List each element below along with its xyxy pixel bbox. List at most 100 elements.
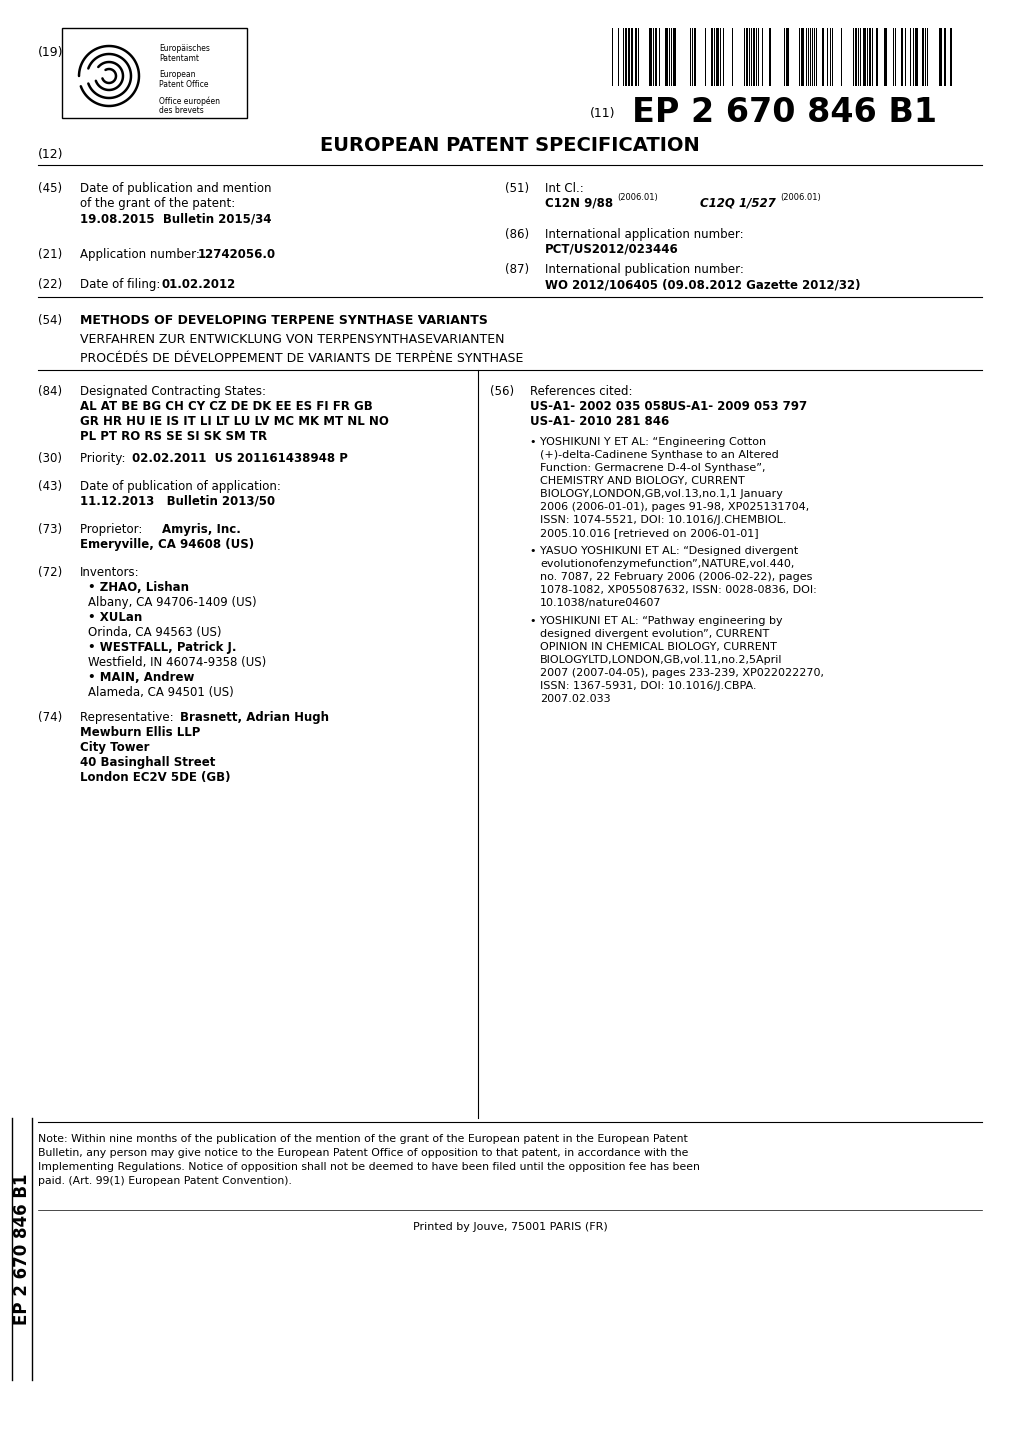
Bar bbox=[914, 27, 917, 87]
Text: evolutionofenzymefunction”,NATURE,vol.440,: evolutionofenzymefunction”,NATURE,vol.44… bbox=[539, 559, 794, 570]
Text: (19): (19) bbox=[38, 46, 63, 59]
Text: VERFAHREN ZUR ENTWICKLUNG VON TERPENSYNTHASEVARIANTEN: VERFAHREN ZUR ENTWICKLUNG VON TERPENSYNT… bbox=[79, 333, 504, 346]
Text: • ZHAO, Lishan: • ZHAO, Lishan bbox=[88, 581, 189, 594]
Text: 01.02.2012: 01.02.2012 bbox=[162, 278, 236, 291]
Text: (2006.01): (2006.01) bbox=[616, 193, 657, 202]
Text: (86): (86) bbox=[504, 228, 529, 241]
Bar bbox=[883, 27, 887, 87]
Bar bbox=[875, 27, 877, 87]
Text: paid. (Art. 99(1) European Patent Convention).: paid. (Art. 99(1) European Patent Conven… bbox=[38, 1177, 291, 1185]
Text: (56): (56) bbox=[489, 385, 514, 398]
Text: (+)-delta-Cadinene Synthase to an Altered: (+)-delta-Cadinene Synthase to an Altere… bbox=[539, 450, 777, 460]
Text: designed divergent evolution”, CURRENT: designed divergent evolution”, CURRENT bbox=[539, 629, 768, 639]
Text: (21): (21) bbox=[38, 248, 62, 261]
Text: C12N 9/88: C12N 9/88 bbox=[544, 198, 612, 211]
Text: PCT/US2012/023446: PCT/US2012/023446 bbox=[544, 244, 678, 257]
Text: (51): (51) bbox=[504, 182, 529, 195]
Text: Patentamt: Patentamt bbox=[159, 53, 199, 63]
Text: Int Cl.:: Int Cl.: bbox=[544, 182, 583, 195]
Text: Amyris, Inc.: Amyris, Inc. bbox=[162, 523, 240, 536]
Text: Albany, CA 94706-1409 (US): Albany, CA 94706-1409 (US) bbox=[88, 596, 257, 609]
Bar bbox=[745, 27, 747, 87]
Text: BIOLOGYLTD,LONDON,GB,vol.11,no.2,5April: BIOLOGYLTD,LONDON,GB,vol.11,no.2,5April bbox=[539, 655, 782, 665]
Text: WO 2012/106405 (09.08.2012 Gazette 2012/32): WO 2012/106405 (09.08.2012 Gazette 2012/… bbox=[544, 278, 860, 291]
Text: 02.02.2011  US 201161438948 P: 02.02.2011 US 201161438948 P bbox=[127, 451, 347, 464]
Text: Implementing Regulations. Notice of opposition shall not be deemed to have been : Implementing Regulations. Notice of oppo… bbox=[38, 1162, 699, 1172]
Text: (2006.01): (2006.01) bbox=[780, 193, 820, 202]
Text: London EC2V 5DE (GB): London EC2V 5DE (GB) bbox=[79, 771, 230, 784]
Text: Date of filing:: Date of filing: bbox=[79, 278, 164, 291]
Text: Printed by Jouve, 75001 PARIS (FR): Printed by Jouve, 75001 PARIS (FR) bbox=[413, 1221, 606, 1231]
Bar bbox=[949, 27, 951, 87]
Text: AL AT BE BG CH CY CZ DE DK EE ES FI FR GB: AL AT BE BG CH CY CZ DE DK EE ES FI FR G… bbox=[79, 399, 372, 412]
Text: Bulletin, any person may give notice to the European Patent Office of opposition: Bulletin, any person may give notice to … bbox=[38, 1148, 688, 1158]
Text: (43): (43) bbox=[38, 480, 62, 493]
Text: Note: Within nine months of the publication of the mention of the grant of the E: Note: Within nine months of the publicat… bbox=[38, 1133, 687, 1144]
Text: EP 2 670 846 B1: EP 2 670 846 B1 bbox=[632, 97, 936, 128]
Text: 12742056.0: 12742056.0 bbox=[198, 248, 276, 261]
Text: Orinda, CA 94563 (US): Orinda, CA 94563 (US) bbox=[88, 626, 221, 639]
Text: Alameda, CA 94501 (US): Alameda, CA 94501 (US) bbox=[88, 686, 233, 699]
Bar bbox=[900, 27, 902, 87]
Text: (30): (30) bbox=[38, 451, 62, 464]
Bar bbox=[654, 27, 656, 87]
Text: • MAIN, Andrew: • MAIN, Andrew bbox=[88, 671, 195, 684]
Text: (73): (73) bbox=[38, 523, 62, 536]
Text: C12Q 1/527: C12Q 1/527 bbox=[699, 198, 775, 211]
Text: Designated Contracting States:: Designated Contracting States: bbox=[79, 385, 266, 398]
Text: PL PT RO RS SE SI SK SM TR: PL PT RO RS SE SI SK SM TR bbox=[79, 430, 267, 443]
Text: International application number:: International application number: bbox=[544, 228, 743, 241]
Text: Europäisches: Europäisches bbox=[159, 45, 210, 53]
Text: (45): (45) bbox=[38, 182, 62, 195]
Bar bbox=[628, 27, 630, 87]
Text: Function: Germacrene D-4-ol Synthase”,: Function: Germacrene D-4-ol Synthase”, bbox=[539, 463, 764, 473]
Text: International publication number:: International publication number: bbox=[544, 262, 743, 275]
Text: OPINION IN CHEMICAL BIOLOGY, CURRENT: OPINION IN CHEMICAL BIOLOGY, CURRENT bbox=[539, 642, 776, 652]
Text: Date of publication of application:: Date of publication of application: bbox=[79, 480, 280, 493]
Text: EP 2 670 846 B1: EP 2 670 846 B1 bbox=[13, 1174, 31, 1325]
Bar bbox=[673, 27, 676, 87]
Text: Application number:: Application number: bbox=[79, 248, 204, 261]
Text: Emeryville, CA 94608 (US): Emeryville, CA 94608 (US) bbox=[79, 538, 254, 551]
Text: (72): (72) bbox=[38, 567, 62, 580]
Bar bbox=[62, 27, 247, 118]
Text: (11): (11) bbox=[589, 107, 614, 120]
Text: GR HR HU IE IS IT LI LT LU LV MC MK MT NL NO: GR HR HU IE IS IT LI LT LU LV MC MK MT N… bbox=[79, 415, 388, 428]
Bar bbox=[664, 27, 667, 87]
Text: • WESTFALL, Patrick J.: • WESTFALL, Patrick J. bbox=[88, 642, 236, 655]
Text: (22): (22) bbox=[38, 278, 62, 291]
Bar bbox=[800, 27, 803, 87]
Bar bbox=[786, 27, 789, 87]
Text: (74): (74) bbox=[38, 711, 62, 724]
Text: (84): (84) bbox=[38, 385, 62, 398]
Text: PROCÉDÉS DE DÉVELOPPEMENT DE VARIANTS DE TERPÈNE SYNTHASE: PROCÉDÉS DE DÉVELOPPEMENT DE VARIANTS DE… bbox=[79, 352, 523, 365]
Text: 2006 (2006-01-01), pages 91-98, XP025131704,: 2006 (2006-01-01), pages 91-98, XP025131… bbox=[539, 502, 808, 512]
Text: Patent Office: Patent Office bbox=[159, 79, 208, 89]
Text: METHODS OF DEVELOPING TERPENE SYNTHASE VARIANTS: METHODS OF DEVELOPING TERPENE SYNTHASE V… bbox=[79, 314, 487, 327]
Bar bbox=[635, 27, 637, 87]
Text: 2005.10.016 [retrieved on 2006-01-01]: 2005.10.016 [retrieved on 2006-01-01] bbox=[539, 528, 758, 538]
Text: EUROPEAN PATENT SPECIFICATION: EUROPEAN PATENT SPECIFICATION bbox=[320, 136, 699, 154]
Text: City Tower: City Tower bbox=[79, 741, 150, 754]
Text: 10.1038/nature04607: 10.1038/nature04607 bbox=[539, 598, 661, 609]
Text: Office européen: Office européen bbox=[159, 97, 220, 105]
Text: Date of publication and mention: Date of publication and mention bbox=[79, 182, 271, 195]
Bar bbox=[854, 27, 856, 87]
Bar bbox=[943, 27, 945, 87]
Text: ISSN: 1074-5521, DOI: 10.1016/J.CHEMBIOL.: ISSN: 1074-5521, DOI: 10.1016/J.CHEMBIOL… bbox=[539, 515, 786, 525]
Bar bbox=[752, 27, 754, 87]
Text: 2007 (2007-04-05), pages 233-239, XP022022270,: 2007 (2007-04-05), pages 233-239, XP0220… bbox=[539, 668, 823, 678]
Text: • YOSHIKUNI Y ET AL: “Engineering Cotton: • YOSHIKUNI Y ET AL: “Engineering Cotton bbox=[530, 437, 765, 447]
Text: 11.12.2013   Bulletin 2013/50: 11.12.2013 Bulletin 2013/50 bbox=[79, 495, 275, 508]
Bar bbox=[693, 27, 695, 87]
Text: Mewburn Ellis LLP: Mewburn Ellis LLP bbox=[79, 725, 200, 738]
Text: Priority:: Priority: bbox=[79, 451, 129, 464]
Bar bbox=[921, 27, 923, 87]
Text: 19.08.2015  Bulletin 2015/34: 19.08.2015 Bulletin 2015/34 bbox=[79, 212, 271, 225]
Text: (12): (12) bbox=[38, 149, 63, 162]
Bar bbox=[868, 27, 870, 87]
Bar bbox=[631, 27, 633, 87]
Text: References cited:: References cited: bbox=[530, 385, 632, 398]
Bar bbox=[821, 27, 823, 87]
Bar bbox=[862, 27, 865, 87]
